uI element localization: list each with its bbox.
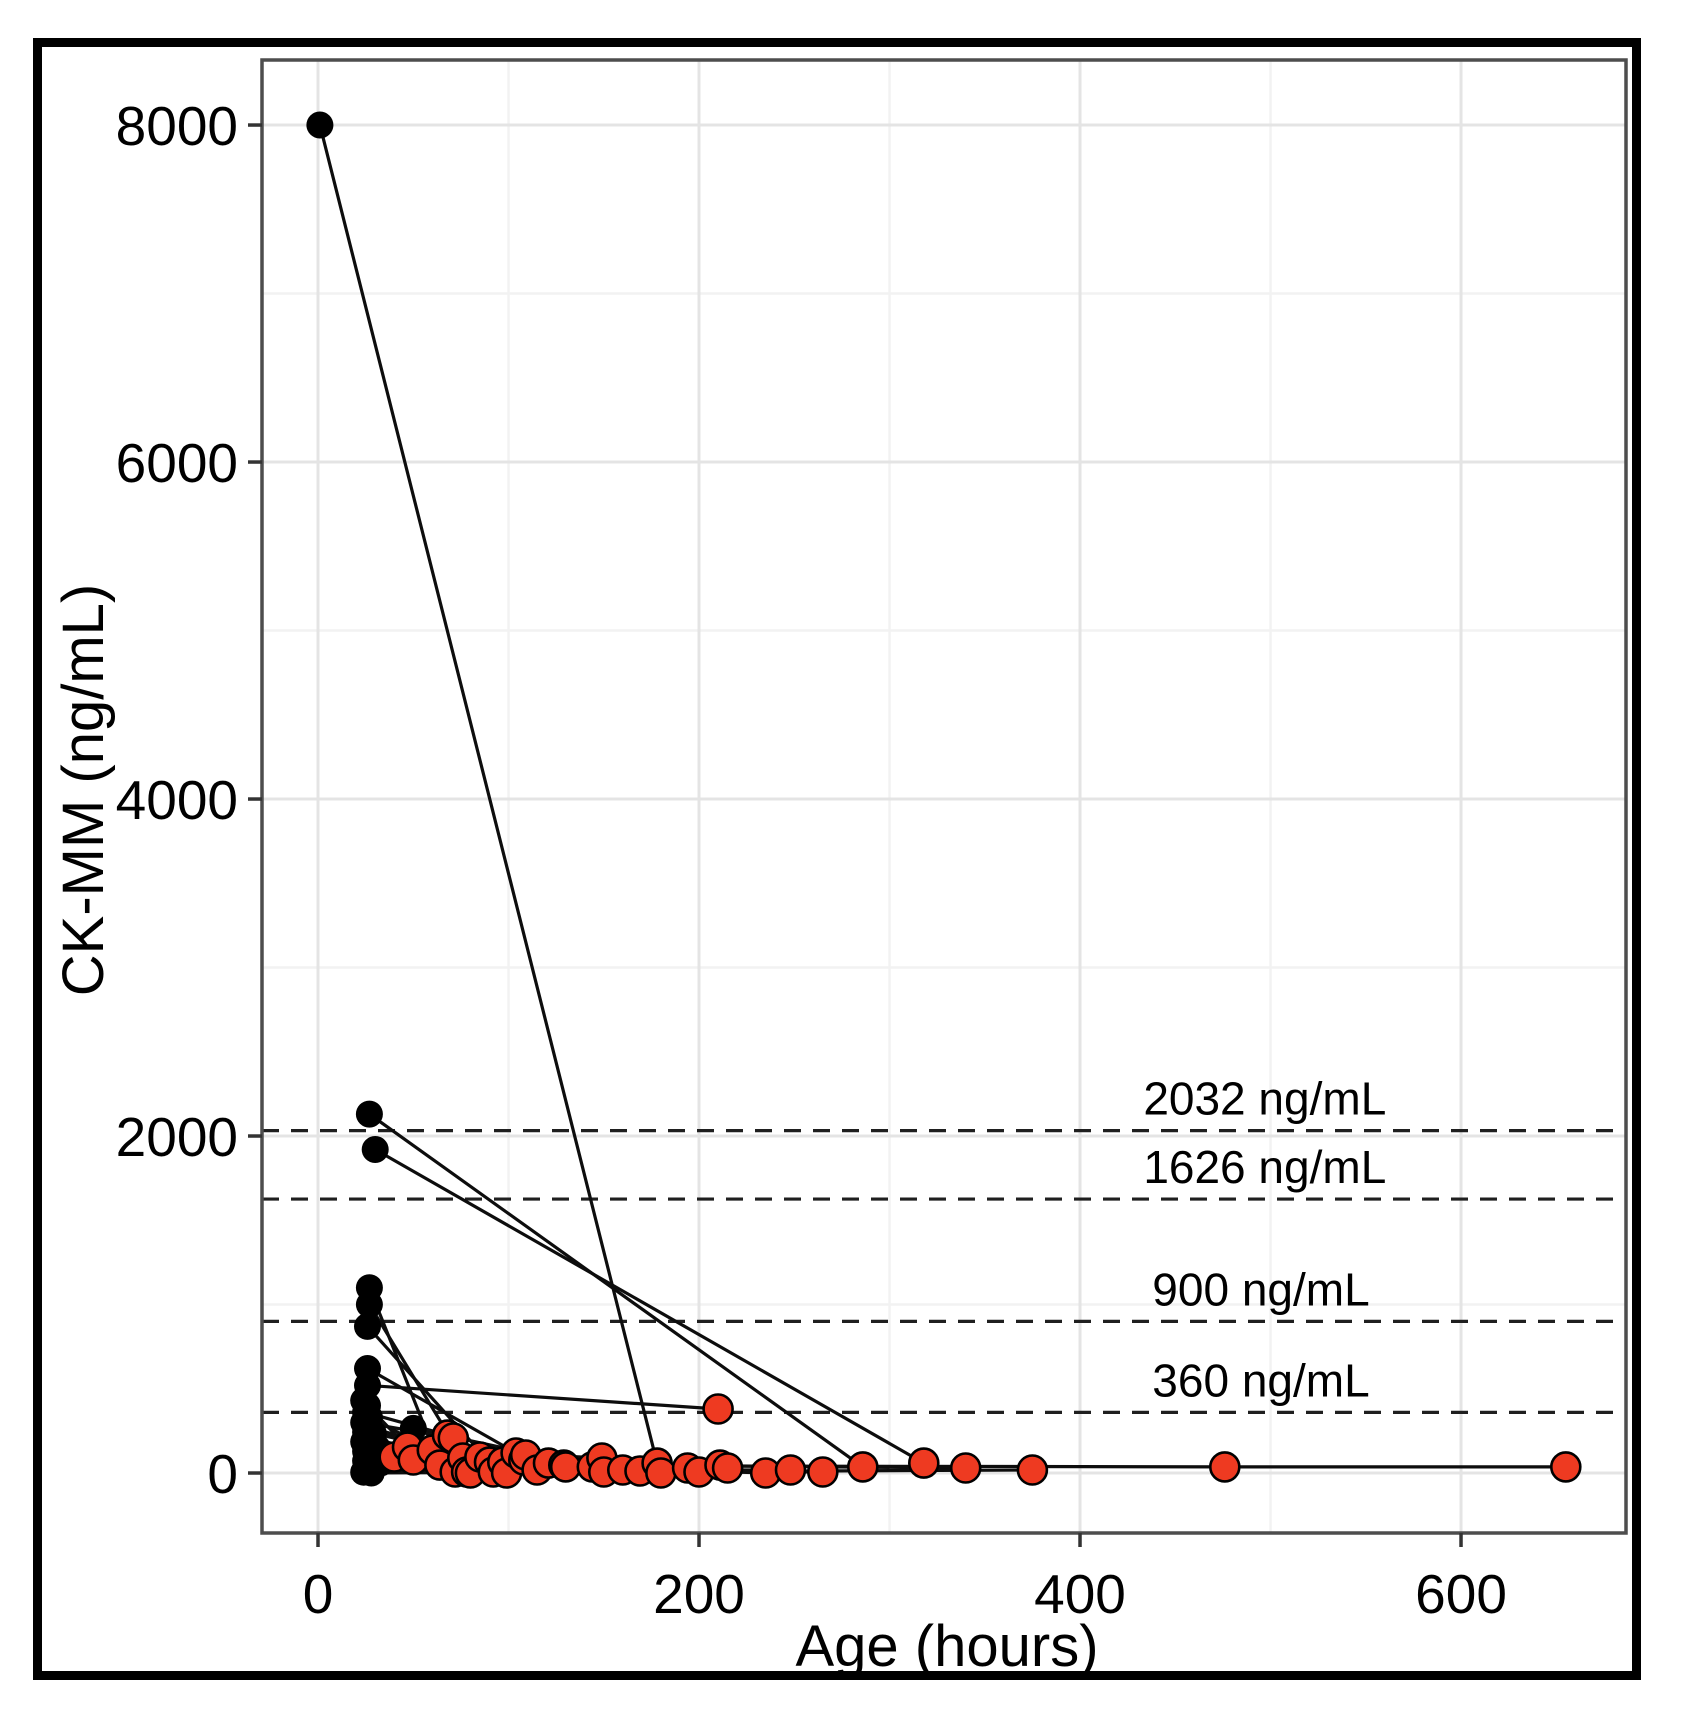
data-point-red xyxy=(1016,1454,1049,1486)
data-point-red xyxy=(711,1452,744,1484)
data-point-red xyxy=(907,1447,940,1479)
ref-line-label: 360 ng/mL xyxy=(1152,1354,1369,1406)
data-point-red xyxy=(949,1452,982,1484)
panel-border xyxy=(260,58,1628,1535)
panel-background xyxy=(262,60,1626,1533)
trajectory-line xyxy=(367,1112,865,1469)
y-tick-label: 8000 xyxy=(116,95,238,157)
data-point-black xyxy=(355,1100,383,1128)
y-axis-title: CK-MM (ng/mL) xyxy=(51,583,116,997)
data-point-black xyxy=(361,1136,389,1163)
y-tick-label: 2000 xyxy=(116,1106,238,1168)
data-point-red xyxy=(846,1451,879,1483)
ref-line-label: 900 ng/mL xyxy=(1152,1263,1369,1315)
data-point-red xyxy=(645,1457,677,1489)
data-point-black xyxy=(355,1291,383,1318)
data-point-red xyxy=(1209,1451,1241,1483)
trajectory-line xyxy=(318,123,659,1465)
y-tick-label: 4000 xyxy=(116,769,238,831)
ref-line-label: 1626 ng/mL xyxy=(1143,1141,1386,1193)
ref-line-label: 2032 ng/mL xyxy=(1143,1073,1386,1125)
data-point-black xyxy=(354,1312,381,1340)
data-point-red xyxy=(774,1454,807,1486)
data-point-black xyxy=(352,1454,380,1482)
x-tick-label: 600 xyxy=(1415,1563,1507,1625)
trajectory-line xyxy=(373,1147,926,1465)
figure-border xyxy=(33,38,1641,1680)
data-point-red xyxy=(702,1393,734,1425)
data-point-black xyxy=(306,111,334,139)
x-tick-label: 200 xyxy=(653,1563,745,1625)
data-point-red xyxy=(1550,1451,1582,1483)
y-tick-label: 0 xyxy=(207,1443,238,1505)
y-tick-label: 6000 xyxy=(116,432,238,494)
data-point-red xyxy=(806,1456,839,1488)
x-tick-label: 400 xyxy=(1034,1563,1126,1625)
x-tick-label: 0 xyxy=(303,1563,334,1625)
trajectory-line xyxy=(365,1383,720,1411)
data-point-red xyxy=(549,1451,582,1483)
x-axis-title: Age (hours) xyxy=(795,1614,1099,1679)
